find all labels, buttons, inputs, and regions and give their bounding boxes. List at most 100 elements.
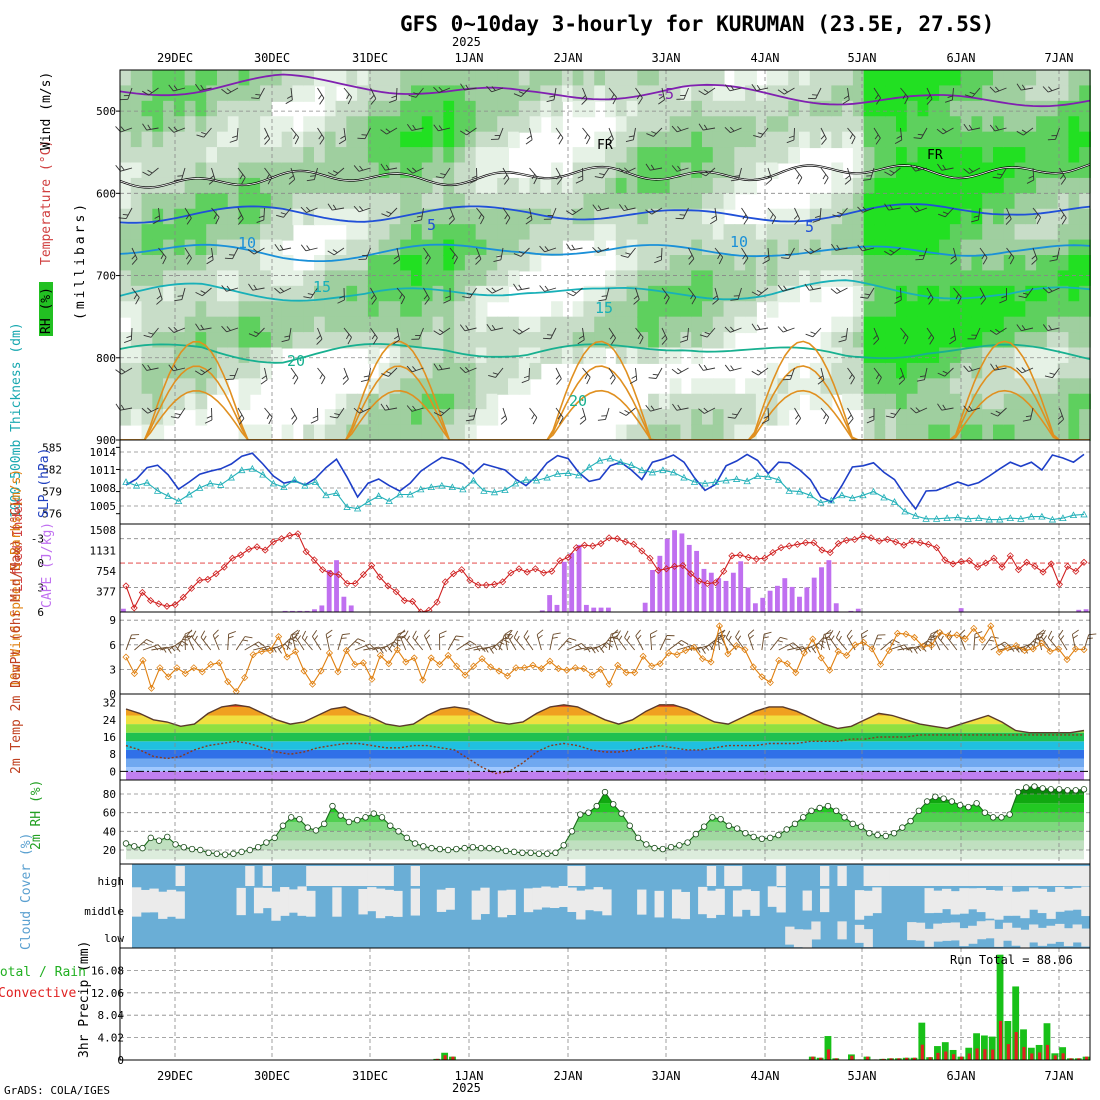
rh-cell-69-11 [863, 239, 876, 256]
rh-point-65 [659, 845, 667, 853]
rh-cell-0-17 [120, 332, 132, 349]
rh-point-46 [502, 847, 510, 855]
rh-cell-37-1 [518, 85, 531, 102]
rh-cell-29-12 [432, 255, 445, 272]
thickness-point-3 [153, 487, 162, 494]
rh-cell-12-2 [249, 100, 262, 118]
thickness-point-25 [385, 497, 393, 505]
rh-cell-86-15 [1046, 301, 1059, 318]
rh-cell-14-10 [270, 224, 283, 241]
upper-barb-17-7 [582, 367, 591, 385]
rh-cell-14-9 [270, 208, 283, 226]
rh-cell-88-13 [1068, 270, 1081, 287]
thickness-point-30 [438, 481, 446, 489]
upper-barb-10-8 [380, 403, 398, 411]
rh-cell-31-12 [454, 255, 466, 272]
rh-cell-3-14 [152, 285, 165, 303]
rh-cell-27-13 [411, 270, 423, 287]
rh-cell-30-13 [443, 270, 456, 287]
upper-barb-11-8 [406, 405, 424, 412]
rh-cell-78-3 [960, 116, 973, 133]
thickness-point-7 [196, 484, 204, 491]
li-point-90 [859, 532, 867, 540]
rh-cell-1-4 [130, 131, 143, 149]
upper-barb-18-6 [608, 327, 616, 345]
rh-cell-89-15 [1079, 301, 1091, 318]
rh-cell-88-2 [1068, 100, 1081, 118]
cloud-high-gap-22 [323, 866, 333, 886]
rh-cell-46-23 [615, 424, 628, 441]
rh-cell-15-8 [281, 193, 294, 210]
upper-barb-6-6 [281, 327, 292, 343]
cloud-mid-gap-104 [1037, 888, 1048, 914]
conv-bar-120 [1061, 1053, 1065, 1060]
rh-cell-64-10 [809, 224, 822, 241]
rh-cell-12-8 [249, 193, 262, 210]
cloud-mid-gap-100 [1002, 886, 1013, 916]
wind-point-54 [580, 665, 588, 673]
rh-cell-29-11 [432, 239, 445, 256]
rh-cell-38-16 [529, 316, 542, 334]
ylabel-precip: 3hr Precip (mm) [77, 941, 92, 1058]
rh-cell-35-10 [497, 224, 509, 241]
rh-cell-5-14 [173, 285, 186, 303]
rh-cell-68-6 [852, 162, 865, 179]
rh-point-11 [213, 850, 221, 857]
rh-cell-79-23 [971, 424, 984, 441]
rh-cell-80-19 [982, 362, 994, 380]
rh-cell-66-19 [831, 362, 844, 380]
wind-point-5 [164, 673, 172, 681]
cloud-mid-gap-48 [550, 887, 560, 909]
rh-cell-84-15 [1025, 301, 1038, 318]
conv-bar-93 [850, 1055, 854, 1060]
rh-point-64 [651, 844, 658, 852]
surface-barb-84 [828, 630, 839, 651]
rh-cell-72-16 [896, 316, 908, 334]
rh-cell-13-11 [260, 239, 272, 256]
conv-bar-123 [1085, 1056, 1089, 1060]
li-point-19 [278, 535, 286, 543]
rh-point-67 [676, 842, 683, 849]
upper-barb-19-7 [629, 367, 638, 385]
rh-cell-8-13 [206, 270, 218, 287]
li-point-45 [490, 580, 499, 588]
upper-barb-1-4 [158, 247, 167, 265]
rh-cell-53-14 [691, 285, 703, 303]
rh-cell-87-14 [1057, 285, 1070, 303]
upper-barb-4-8 [237, 407, 245, 425]
rh-cell-78-22 [960, 409, 973, 426]
rh-cell-75-7 [928, 177, 941, 195]
rh-cell-7-8 [195, 193, 208, 210]
top-xtick-6JAN: 6JAN [947, 51, 976, 65]
rh-point-102 [965, 803, 972, 811]
rh-cell-68-4 [852, 131, 865, 149]
rh-cell-84-10 [1025, 224, 1038, 241]
rh-cell-40-15 [551, 301, 563, 318]
rh-cell-4-17 [163, 332, 175, 349]
upper-barb-30-1 [913, 127, 928, 139]
cloud-mid-gap-94 [950, 891, 960, 915]
rh-cell-85-1 [1036, 85, 1048, 102]
conv-bar-122 [1077, 1058, 1081, 1060]
rh-cell-50-12 [658, 255, 671, 272]
rh-cell-21-2 [346, 100, 359, 118]
rh-cell-80-12 [982, 255, 994, 272]
rh-cell-44-14 [594, 285, 606, 303]
rh-point-93 [890, 830, 898, 837]
cloud-high-gap-79 [820, 866, 830, 886]
rh-point-19 [279, 822, 287, 829]
upper-barb-0-4 [131, 247, 138, 265]
rh-cell-8-11 [206, 239, 218, 256]
rh-cell-10-7 [227, 177, 240, 195]
upper-barb-35-1 [1047, 127, 1060, 141]
rh-cell-88-14 [1068, 285, 1081, 303]
rh-cell-1-9 [130, 208, 143, 226]
rh-cell-44-8 [594, 193, 606, 210]
thickness-point-13 [259, 470, 267, 478]
rh-cell-87-10 [1057, 224, 1070, 241]
rh-cell-83-2 [1014, 100, 1027, 118]
precip-bar-113 [1004, 1020, 1012, 1060]
rh-cell-19-1 [324, 85, 337, 102]
rh-cell-10-12 [227, 255, 240, 272]
